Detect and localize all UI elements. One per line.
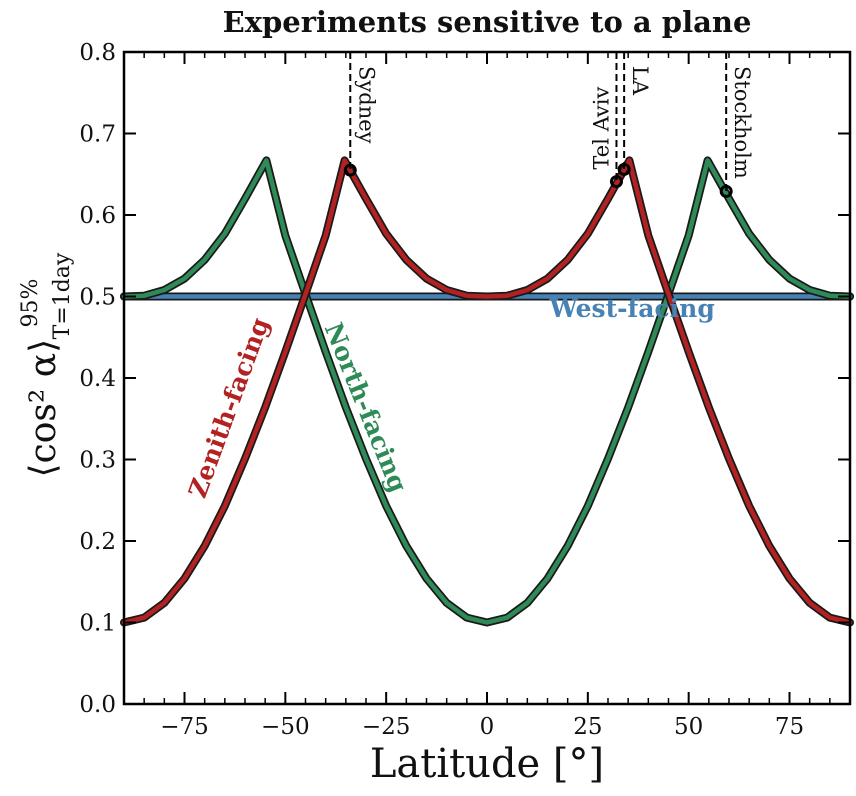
y-tick-label: 0.7 [79, 122, 116, 148]
series-label-north-facing: North-facing [319, 318, 413, 496]
city-marker-la [617, 162, 631, 176]
x-tick-label: 0 [480, 714, 495, 740]
y-tick-label: 0.1 [79, 611, 116, 637]
series-label-west-facing: West-facing [549, 294, 715, 323]
y-axis-label-main: ⟨cos² α⟩ [23, 339, 64, 478]
x-tick-label: 50 [674, 714, 703, 740]
series-line-north-facing [121, 158, 853, 625]
y-tick-label: 0.2 [79, 529, 116, 555]
x-tick-label: 25 [573, 714, 602, 740]
svg-text:⟨cos² α⟩ 95%: ⟨cos² α⟩ 95% [18, 279, 64, 478]
city-marker-sydney [343, 163, 357, 177]
y-tick-label: 0.5 [79, 285, 116, 311]
x-axis-label: Latitude [°] [370, 741, 604, 787]
y-tick-label: 0.6 [79, 203, 116, 229]
y-axis-label-superscript: 95% [18, 279, 43, 328]
y-tick-label: 0.8 [79, 40, 116, 66]
y-axis-label-subscript: T=1day [50, 252, 75, 339]
y-tick-label: 0.4 [79, 366, 116, 392]
x-tick-label: −75 [160, 714, 209, 740]
y-axis-ticks: 0.0 0.1 0.2 0.3 0.4 0.5 0.6 0.7 0.8 [79, 40, 850, 718]
chart-title: Experiments sensitive to a plane [223, 5, 752, 39]
y-tick-label: 0.0 [79, 692, 116, 718]
city-label-sydney: Sydney [354, 66, 378, 144]
x-tick-label: −25 [362, 714, 411, 740]
x-tick-label: 75 [775, 714, 804, 740]
y-axis-label: ⟨cos² α⟩ 95% T=1day [18, 252, 75, 477]
city-marker-tel-aviv [609, 175, 623, 189]
x-tick-label: −50 [261, 714, 310, 740]
series-line-zenith-facing [121, 158, 853, 625]
city-layer: Sydney Tel Aviv LA Stockholm [343, 52, 754, 198]
y-tick-label: 0.3 [79, 448, 116, 474]
x-axis-ticks: −75 −50 −25 0 25 50 75 [143, 52, 831, 740]
city-label-stockholm: Stockholm [730, 66, 754, 179]
city-marker-stockholm [719, 184, 733, 198]
city-label-la: LA [628, 66, 652, 96]
series-layer [120, 156, 854, 627]
city-label-tel-aviv: Tel Aviv [589, 86, 613, 169]
